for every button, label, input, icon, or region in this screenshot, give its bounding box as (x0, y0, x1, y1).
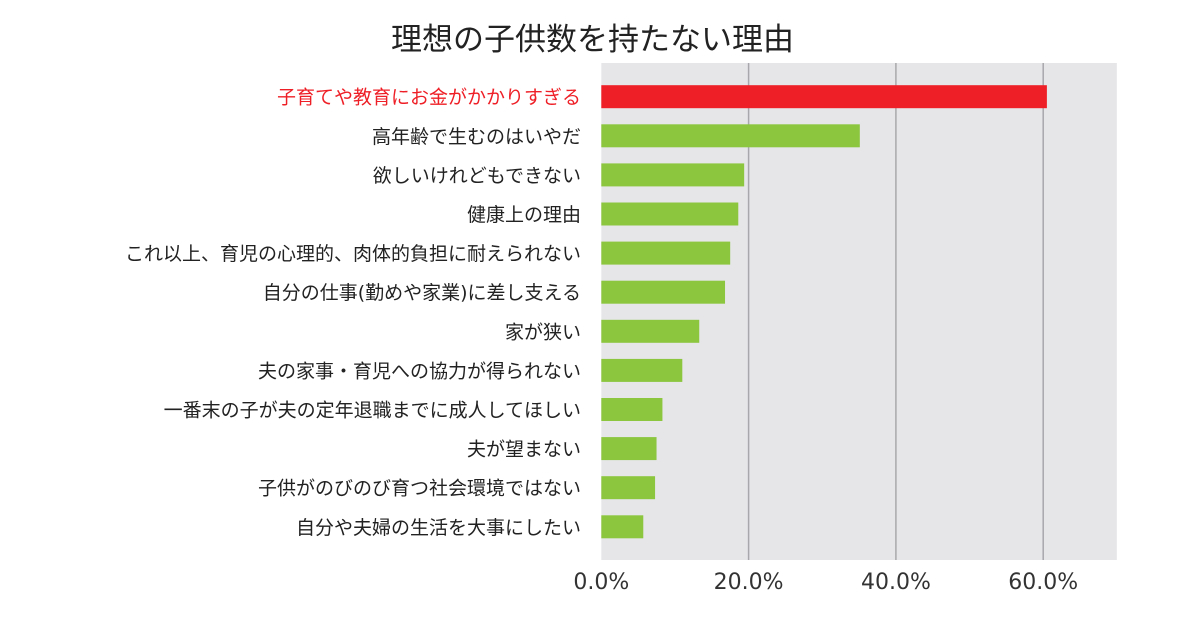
bar (601, 241, 731, 265)
category-label: 健康上の理由 (467, 204, 581, 226)
category-label: これ以上、育児の心理的、肉体的負担に耐えられない (125, 243, 581, 265)
category-label: 子供がのびのび育つ社会環境ではない (258, 478, 581, 500)
bar (601, 398, 663, 421)
category-label: 自分や夫婦の生活を大事にしたい (296, 517, 581, 539)
bar (601, 437, 657, 461)
bar (601, 202, 739, 226)
category-label: 夫の家事・育児への協力が得られない (258, 360, 581, 382)
category-label: 一番末の子が夫の定年退職までに成人してほしい (164, 400, 581, 422)
category-label: 高年齢で生むのはいやだ (372, 126, 581, 148)
category-label: 欲しいけれどもできない (373, 165, 581, 187)
bar (601, 358, 683, 382)
bar (601, 85, 1047, 109)
bar (601, 163, 745, 187)
category-label: 家が狭い (505, 321, 581, 343)
category-label: 子育てや教育にお金がかかりすぎる (277, 87, 581, 109)
bar (601, 124, 860, 148)
x-tick-label: 40.0% (861, 570, 931, 595)
category-label: 夫が望まない (467, 439, 581, 461)
bar (601, 280, 726, 304)
bar (601, 319, 700, 343)
x-tick-label: 60.0% (1008, 570, 1078, 595)
x-tick-label: 0.0% (573, 570, 629, 595)
bar (601, 515, 644, 539)
chart-title: 理想の子供数を持たない理由 (391, 22, 794, 58)
category-label: 自分の仕事(勤めや家業)に差し支える (263, 282, 581, 304)
x-tick-label: 20.0% (714, 570, 784, 595)
bar (601, 476, 656, 500)
